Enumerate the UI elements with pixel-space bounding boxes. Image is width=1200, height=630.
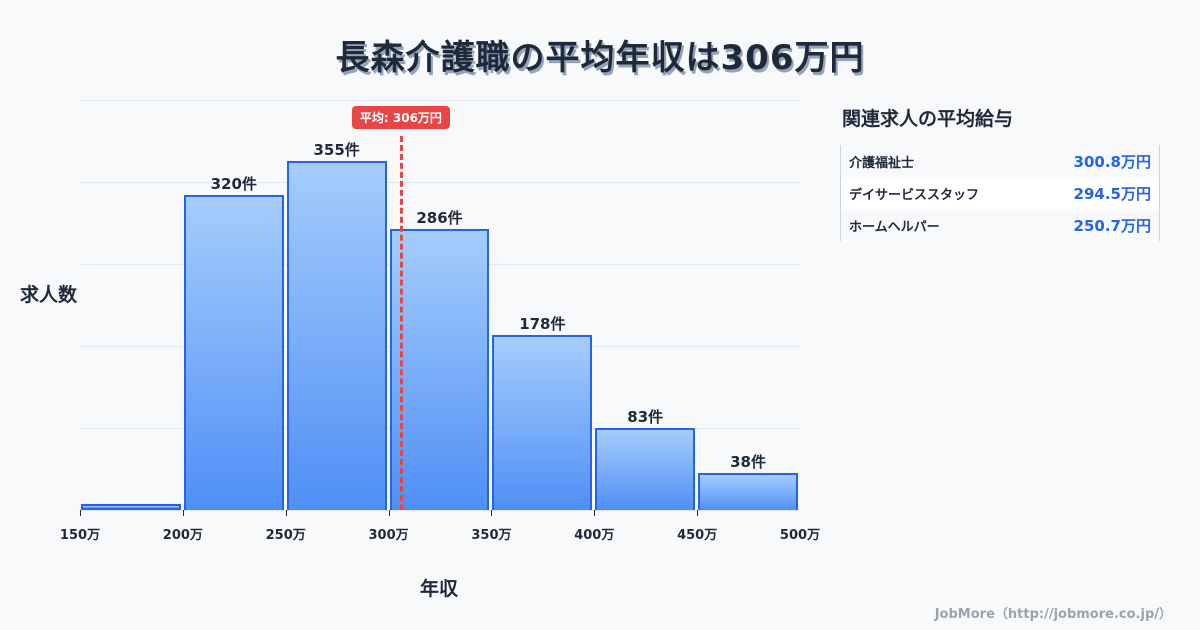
job-name: デイサービススタッフ <box>849 187 980 203</box>
x-tick <box>697 510 699 516</box>
x-tick-label: 250万 <box>265 528 306 543</box>
salary-row: デイサービススタッフ 294.5万円 <box>841 177 1159 209</box>
histogram-bar: 355件 <box>286 141 387 510</box>
job-salary: 294.5万円 <box>1073 184 1151 203</box>
histogram-bar <box>81 504 181 510</box>
histogram-bar: 178件 <box>492 315 593 510</box>
x-tick-label: 350万 <box>471 528 512 543</box>
histogram-bar: 83件 <box>595 408 696 510</box>
related-salary-table: 介護福祉士 300.8万円 デイサービススタッフ 294.5万円 ホームヘルパー… <box>840 145 1160 241</box>
gridline <box>80 100 800 101</box>
bar-value-label: 38件 <box>730 452 766 471</box>
x-tick-label: 500万 <box>779 528 821 543</box>
job-salary: 300.8万円 <box>1073 152 1151 171</box>
x-tick-label: 200万 <box>162 528 203 543</box>
bar-value-label: 286件 <box>416 208 463 227</box>
y-axis-label: 求人数 <box>20 284 78 306</box>
mean-line <box>399 136 403 510</box>
x-tick <box>594 510 596 516</box>
x-tick <box>388 510 390 516</box>
job-salary: 250.7万円 <box>1073 216 1151 235</box>
job-name: 介護福祉士 <box>849 155 915 171</box>
x-tick-label: 150万 <box>59 528 101 543</box>
x-tick <box>182 510 184 516</box>
job-name: ホームヘルパー <box>849 219 940 235</box>
histogram-bar: 320件 <box>183 175 284 510</box>
histogram-bar: 38件 <box>698 453 798 510</box>
gridline <box>80 182 800 183</box>
x-tick <box>285 510 287 516</box>
x-tick-label: 450万 <box>677 528 718 543</box>
histogram-bar: 286件 <box>389 209 490 510</box>
x-tick <box>491 510 493 516</box>
x-tick <box>80 510 81 516</box>
bar-value-label: 320件 <box>210 175 257 194</box>
related-salary-title: 関連求人の平均給与 <box>842 108 1014 130</box>
salary-row: ホームヘルパー 250.7万円 <box>841 209 1159 241</box>
mean-badge: 平均: 306万円 <box>351 106 450 129</box>
x-axis-label: 年収 <box>420 578 459 600</box>
x-axis-line <box>80 510 800 511</box>
salary-row: 介護福祉士 300.8万円 <box>841 145 1159 177</box>
bar-value-label: 355件 <box>313 140 360 159</box>
bar-value-label: 83件 <box>627 408 664 427</box>
histogram-chart: 320件 355件 286件 178件 83件 38件 150万 200万 250万 300万 3… <box>60 100 820 543</box>
page-title: 長森介護職の平均年収は306万円 <box>335 38 865 78</box>
source-credit: JobMore（http://jobmore.co.jp/） <box>934 607 1172 622</box>
bar-value-label: 178件 <box>519 315 566 333</box>
x-tick-label: 400万 <box>574 528 615 543</box>
x-tick-label: 300万 <box>368 528 409 543</box>
